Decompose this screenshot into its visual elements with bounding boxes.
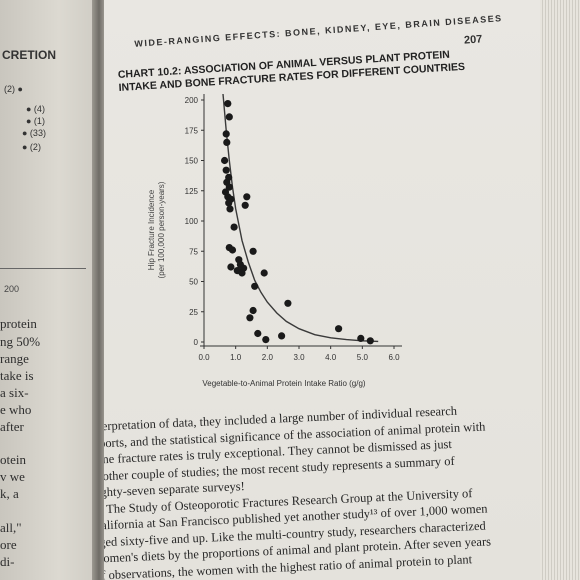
data-point <box>241 201 249 209</box>
x-tick-label: 5.0 <box>357 353 369 362</box>
data-point <box>249 247 257 255</box>
data-point <box>225 113 233 121</box>
data-point <box>226 205 234 213</box>
scatter-chart: Hip Fracture Incidence (per 100,000 pers… <box>147 93 402 388</box>
data-point <box>260 269 268 277</box>
data-point <box>254 329 262 338</box>
data-point <box>249 306 257 315</box>
left-page-marker: (2) ● <box>4 84 23 94</box>
data-point <box>225 199 233 207</box>
left-page-text-line: a six- <box>0 385 29 400</box>
left-page-text-line: otein <box>0 452 26 467</box>
data-point <box>225 183 233 191</box>
x-tick-label: 4.0 <box>325 353 337 362</box>
data-points <box>221 100 374 345</box>
left-page-heading: CRETION <box>2 48 56 62</box>
data-point <box>230 223 238 231</box>
fit-curve-layer <box>222 93 379 343</box>
left-page-text-line: all," <box>0 520 22 535</box>
data-point <box>366 337 374 345</box>
x-tick-label: 3.0 <box>293 353 305 362</box>
body-paragraph: The Study of Osteoporotic Fractures Rese… <box>104 485 492 580</box>
y-tick-label: 50 <box>189 278 198 287</box>
y-tick-label: 100 <box>185 217 199 226</box>
left-page-text-line: after <box>0 419 24 434</box>
y-tick-label: 0 <box>194 338 199 347</box>
x-tick-label: 1.0 <box>230 353 242 362</box>
y-tick-label: 25 <box>189 308 198 317</box>
running-head: WIDE-RANGING EFFECTS: BONE, KIDNEY, EYE,… <box>134 13 503 49</box>
left-page: CRETION (2) ● ● (4) ● (1) ● (33) ● (2) 2… <box>0 0 98 580</box>
y-axis-label-line2: (per 100,000 person-years) <box>157 181 166 278</box>
left-page-marker: ● (33) <box>22 128 46 138</box>
book-gutter <box>92 0 106 580</box>
left-page-text-line: k, a <box>0 486 19 501</box>
data-point <box>221 156 229 165</box>
left-page-text-line: take is <box>0 368 34 383</box>
left-page-marker: ● (2) <box>22 142 41 152</box>
x-tick-label: 6.0 <box>388 353 400 362</box>
x-axis-label: Vegetable-to-Animal Protein Intake Ratio… <box>202 379 366 388</box>
left-page-axis-line <box>0 268 86 269</box>
left-page-text-line: range <box>0 351 29 366</box>
data-point <box>223 138 231 146</box>
y-tick-label: 200 <box>185 96 199 105</box>
data-point <box>251 282 259 290</box>
right-page: WIDE-RANGING EFFECTS: BONE, KIDNEY, EYE,… <box>104 0 544 580</box>
left-page-text-line: e who <box>0 402 32 417</box>
data-point <box>243 193 251 201</box>
left-page-text-line: ng 50% <box>0 334 41 349</box>
page-number: 207 <box>463 33 483 47</box>
data-point <box>284 299 292 307</box>
fit-curve <box>222 93 379 343</box>
data-point <box>222 130 230 138</box>
page-edges <box>540 0 580 580</box>
x-tick-label: 2.0 <box>262 353 274 362</box>
left-page-text-line: protein <box>0 316 37 331</box>
left-page-tick-label: 200 <box>4 284 20 294</box>
data-point <box>227 263 235 271</box>
left-page-marker: ● (4) <box>26 104 45 114</box>
data-point <box>222 166 230 174</box>
x-tick-label: 0.0 <box>198 353 210 362</box>
y-tick-label: 150 <box>185 157 199 166</box>
chart-axes <box>200 94 402 347</box>
data-point <box>278 332 286 340</box>
data-point <box>357 334 365 342</box>
left-page-text-line: v we <box>0 469 25 484</box>
data-point <box>238 269 246 277</box>
data-point <box>224 100 232 108</box>
y-axis-label: Hip Fracture Incidence (per 100,000 pers… <box>147 181 166 278</box>
left-page-text-line: di- <box>0 554 15 569</box>
y-tick-label: 175 <box>185 126 199 135</box>
y-tick-label: 125 <box>185 187 199 196</box>
left-page-marker: ● (1) <box>26 116 45 126</box>
y-axis-label-line1: Hip Fracture Incidence <box>147 189 156 270</box>
data-point <box>228 246 237 254</box>
data-point <box>262 336 270 344</box>
body-text: interpretation of data, they included a … <box>104 401 496 580</box>
data-point <box>246 314 254 322</box>
data-point <box>335 325 343 333</box>
left-page-text-line: ore <box>0 537 17 552</box>
y-tick-label: 75 <box>189 247 198 256</box>
chart-ticks: 0 25 50 75 100 125 150 175 200 0.0 1.0 2.0 3.0 4.0 5.0… <box>185 96 400 362</box>
